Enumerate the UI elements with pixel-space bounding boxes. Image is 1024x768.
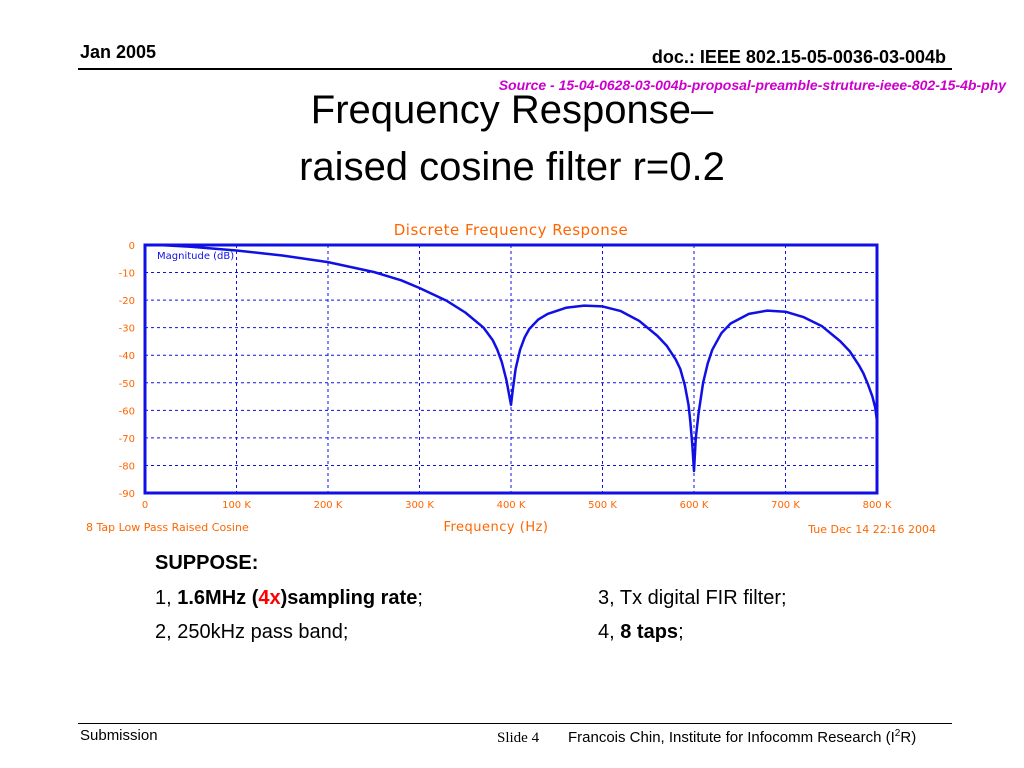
source-note: Source - 15-04-0628-03-004b-proposal-pre… — [498, 77, 1006, 93]
item-fir-filter: 3, Tx digital FIR filter; — [598, 587, 787, 609]
x-tick-label: 400 K — [497, 500, 526, 511]
y-tick-label: -80 — [119, 461, 135, 472]
item-sampling-rate: 1, 1.6MHz (4x)sampling rate; — [155, 587, 423, 610]
chart-footer-right: Tue Dec 14 22:16 2004 — [807, 523, 936, 536]
footer-author-sup: 2 — [894, 728, 901, 739]
item1-bold-a: 1.6MHz ( — [177, 587, 259, 609]
item-pass-band: 2, 250kHz pass band; — [155, 621, 349, 643]
y-tick-label: -10 — [119, 269, 135, 280]
y-tick-label: -40 — [119, 351, 135, 362]
footer-author-a: Francois Chin, Institute for Infocomm Re… — [568, 729, 895, 746]
x-tick-label: 500 K — [588, 500, 617, 511]
suppose-heading: SUPPOSE: — [155, 552, 259, 574]
chart-footer-left: 8 Tap Low Pass Raised Cosine — [86, 521, 249, 534]
slide-title-line2: raised cosine filter r=0.2 — [299, 145, 725, 189]
y-tick-label: 0 — [129, 241, 135, 252]
footer-submission: Submission — [80, 727, 158, 744]
footer-author: Francois Chin, Institute for Infocomm Re… — [568, 728, 916, 746]
item1-prefix: 1, — [155, 587, 178, 609]
y-tick-label: -70 — [119, 434, 135, 445]
x-tick-label: 800 K — [863, 500, 892, 511]
y-tick-label: -20 — [119, 296, 135, 307]
x-tick-label: 700 K — [771, 500, 800, 511]
item4-prefix: 4, — [598, 621, 621, 643]
y-tick-label: -30 — [119, 324, 135, 335]
x-tick-label: 600 K — [680, 500, 709, 511]
header-date: Jan 2005 — [80, 42, 157, 62]
x-tick-label: 100 K — [222, 500, 251, 511]
item1-red: 4x — [258, 587, 281, 609]
header-doc-id: doc.: IEEE 802.15-05-0036-03-004b — [651, 47, 946, 67]
item1-bold-b: )sampling rate — [280, 587, 418, 609]
y-tick-label: -50 — [119, 379, 135, 390]
header-divider — [78, 68, 952, 70]
footer-slide-number: Slide 4 — [497, 730, 540, 746]
item1-suffix: ; — [417, 587, 423, 609]
frequency-response-line — [144, 243, 879, 473]
x-tick-label: 200 K — [314, 500, 343, 511]
footer-divider — [78, 723, 952, 724]
y-tick-label: -60 — [119, 406, 135, 417]
item4-bold: 8 taps — [620, 621, 679, 643]
x-tick-label: 300 K — [405, 500, 434, 511]
plot-frame — [143, 243, 879, 495]
y-axis-label: Magnitude (dB) — [157, 251, 234, 262]
item4-suffix: ; — [678, 621, 684, 643]
item-taps: 4, 8 taps; — [598, 621, 684, 644]
footer-author-b: R) — [900, 729, 917, 746]
x-tick-label: 0 — [142, 500, 148, 511]
chart-title: Discrete Frequency Response — [394, 221, 629, 239]
slide-title-line1: Frequency Response– — [310, 88, 714, 132]
x-axis-label: Frequency (Hz) — [443, 520, 548, 535]
y-tick-label: -90 — [119, 489, 135, 500]
frequency-response-chart: Discrete Frequency Response 0 -10 -20 -30 -40… — [86, 221, 936, 536]
